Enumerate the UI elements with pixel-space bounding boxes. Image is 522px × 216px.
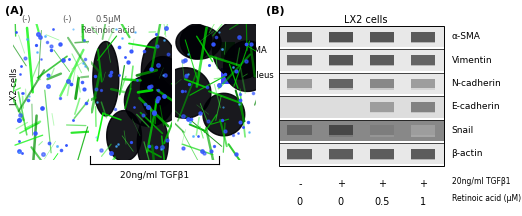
Bar <box>370 159 395 160</box>
Bar <box>370 149 395 159</box>
Text: α-SMA: α-SMA <box>240 46 267 54</box>
Bar <box>370 79 395 88</box>
Text: +: + <box>378 179 386 189</box>
Text: 1: 1 <box>420 197 426 206</box>
Bar <box>411 125 435 135</box>
Bar <box>329 65 353 66</box>
Text: +: + <box>337 179 345 189</box>
Text: (B): (B) <box>266 6 285 16</box>
Polygon shape <box>203 93 245 136</box>
Polygon shape <box>140 57 185 122</box>
Bar <box>279 49 444 71</box>
Bar <box>329 79 353 88</box>
Text: 0.5: 0.5 <box>374 197 390 206</box>
Bar <box>288 125 312 135</box>
Bar <box>279 73 444 94</box>
Bar <box>288 32 312 41</box>
Polygon shape <box>93 41 119 116</box>
Bar <box>329 135 353 137</box>
Text: 20ng/ml TGFβ1: 20ng/ml TGFβ1 <box>452 177 510 186</box>
Text: α-SMA: α-SMA <box>452 32 480 41</box>
Bar <box>411 159 435 160</box>
Bar <box>370 125 395 135</box>
Bar <box>288 159 312 160</box>
Polygon shape <box>223 41 271 91</box>
Bar <box>329 32 353 41</box>
Text: E-cadherin: E-cadherin <box>452 102 500 111</box>
Text: Retinoic acid (μM): Retinoic acid (μM) <box>452 194 520 203</box>
Text: (-): (-) <box>62 15 72 24</box>
Bar <box>411 135 435 137</box>
Polygon shape <box>106 111 141 161</box>
Polygon shape <box>137 114 168 173</box>
Text: 0.5μM
Retinoic acid: 0.5μM Retinoic acid <box>81 15 135 35</box>
Bar <box>411 88 435 90</box>
Bar <box>288 79 312 88</box>
Polygon shape <box>141 37 177 107</box>
Bar <box>288 135 312 137</box>
Bar <box>370 41 395 43</box>
Text: 0: 0 <box>338 197 344 206</box>
Bar <box>329 159 353 160</box>
Text: Nucleus: Nucleus <box>240 71 274 80</box>
Text: (-): (-) <box>21 15 31 24</box>
Bar <box>288 65 312 66</box>
Bar <box>370 88 395 90</box>
Bar <box>279 143 444 164</box>
Text: β-actin: β-actin <box>452 149 483 158</box>
Bar <box>329 41 353 43</box>
Text: -: - <box>298 179 302 189</box>
Text: Snail: Snail <box>452 126 474 135</box>
Polygon shape <box>176 26 221 59</box>
Bar <box>370 135 395 137</box>
Bar <box>279 26 444 48</box>
Bar <box>370 65 395 66</box>
Bar <box>220 42 235 58</box>
Bar <box>329 88 353 90</box>
Bar <box>411 79 435 88</box>
Polygon shape <box>159 68 211 118</box>
Bar <box>370 55 395 65</box>
Text: LX2 cells: LX2 cells <box>343 15 387 25</box>
Bar <box>370 112 395 113</box>
Text: LX2 cells: LX2 cells <box>10 68 19 105</box>
Polygon shape <box>124 75 173 126</box>
Bar <box>288 41 312 43</box>
Bar <box>411 149 435 159</box>
Bar <box>411 32 435 41</box>
Bar <box>329 55 353 65</box>
Bar <box>279 119 444 141</box>
Bar <box>411 102 435 112</box>
Bar <box>411 65 435 66</box>
Bar <box>279 26 444 166</box>
Bar <box>370 32 395 41</box>
Bar <box>279 96 444 118</box>
Text: 0: 0 <box>297 197 303 206</box>
Text: 20ng/ml TGFβ1: 20ng/ml TGFβ1 <box>120 171 189 180</box>
Bar <box>411 41 435 43</box>
Bar <box>288 149 312 159</box>
Bar <box>370 102 395 112</box>
Bar <box>220 68 235 84</box>
Text: (A): (A) <box>5 6 24 16</box>
Polygon shape <box>212 20 268 79</box>
Text: N-cadherin: N-cadherin <box>452 79 501 88</box>
Polygon shape <box>181 24 212 59</box>
Bar <box>329 149 353 159</box>
Bar <box>288 55 312 65</box>
Bar <box>411 55 435 65</box>
Text: +: + <box>419 179 427 189</box>
Bar <box>288 88 312 90</box>
Bar <box>329 125 353 135</box>
Bar <box>411 112 435 113</box>
Text: Vimentin: Vimentin <box>452 56 492 65</box>
